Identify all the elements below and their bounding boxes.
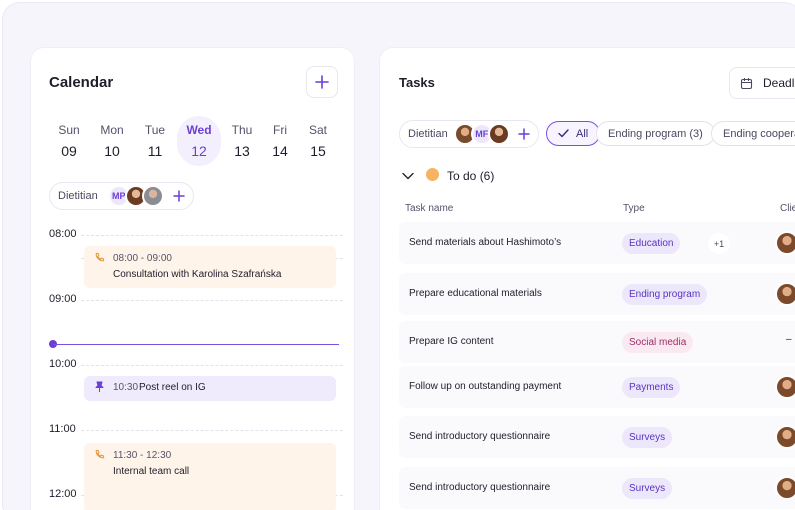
- event-post-reel[interactable]: 10:30 Post reel on IG: [84, 376, 336, 401]
- filter-pill-ending-cooperation[interactable]: Ending cooperat: [711, 121, 795, 146]
- table-row[interactable]: Send materials about Hashimoto’s Educati…: [399, 222, 795, 264]
- phone-icon: [94, 252, 105, 266]
- filter-pill-ending-program[interactable]: Ending program (3): [596, 121, 715, 146]
- day-name: Sun: [58, 123, 80, 137]
- tasks-title: Tasks: [399, 75, 435, 90]
- type-badge: Surveys: [622, 427, 673, 448]
- event-time: 11:30 - 12:30: [113, 450, 172, 461]
- calendar-card: Calendar Sun 09 Mon 10 Tue 11 Wed 12 Thu 13 F…: [30, 47, 355, 510]
- type-badge: Ending program: [622, 284, 708, 305]
- day-date: 14: [272, 143, 288, 159]
- check-icon: [558, 129, 569, 138]
- week-strip: Sun 09 Mon 10 Tue 11 Wed 12 Thu 13 Fri 14 Sat 1…: [43, 116, 343, 166]
- day-name: Thu: [231, 123, 253, 137]
- avatar: [775, 375, 795, 399]
- day-name: Mon: [100, 123, 124, 137]
- avatar: [141, 185, 164, 207]
- day-date: 11: [147, 143, 163, 159]
- day-name: Tue: [144, 123, 166, 137]
- more-types-badge[interactable]: +1: [708, 233, 730, 254]
- time-label: 12:00: [49, 488, 77, 500]
- deadline-sort-button[interactable]: Deadli: [729, 67, 795, 99]
- tasks-dietitian-filter[interactable]: Dietitian MF: [399, 120, 539, 148]
- day-sat[interactable]: Sat 15: [296, 120, 340, 166]
- type-badge: Social media: [622, 332, 694, 353]
- task-name: Send materials about Hashimoto’s: [409, 237, 562, 248]
- filter-pill-all[interactable]: All: [546, 121, 601, 146]
- chevron-down-icon: [402, 172, 414, 180]
- calendar-icon: [740, 77, 753, 89]
- day-date: 09: [61, 143, 77, 159]
- day-name: Fri: [273, 123, 287, 137]
- table-row[interactable]: Send introductory questionnaire Surveys: [399, 416, 795, 458]
- time-label: 08:00: [49, 228, 77, 240]
- table-row[interactable]: Prepare IG content Social media –: [399, 321, 795, 363]
- day-tue[interactable]: Tue 11: [133, 120, 177, 166]
- task-name: Prepare educational materials: [409, 288, 542, 299]
- table-row[interactable]: Follow up on outstanding payment Payment…: [399, 366, 795, 408]
- task-name: Send introductory questionnaire: [409, 431, 551, 442]
- event-time: 10:30: [113, 382, 139, 393]
- plus-icon[interactable]: [518, 128, 530, 140]
- event-title: Internal team call: [113, 466, 190, 477]
- event-title: Consultation with Karolina Szafrańska: [113, 269, 282, 280]
- column-header-type[interactable]: Type: [623, 203, 645, 214]
- plus-icon: [315, 75, 329, 89]
- hour-divider: [81, 365, 343, 366]
- day-mon[interactable]: Mon 10: [90, 120, 134, 166]
- event-consultation[interactable]: 08:00 - 09:00 Consultation with Karolina…: [84, 246, 336, 288]
- deadline-label: Deadli: [763, 76, 795, 90]
- task-name: Send introductory questionnaire: [409, 482, 551, 493]
- event-team-call[interactable]: 11:30 - 12:30 Internal team call: [84, 443, 336, 510]
- table-row[interactable]: Send introductory questionnaire Surveys: [399, 467, 795, 509]
- table-row[interactable]: Prepare educational materials Ending pro…: [399, 273, 795, 315]
- day-sun[interactable]: Sun 09: [47, 120, 91, 166]
- hour-divider: [81, 235, 343, 236]
- event-time: 08:00 - 09:00: [113, 253, 172, 264]
- day-name: Sat: [308, 123, 327, 137]
- type-badge: Education: [622, 233, 681, 254]
- day-fri[interactable]: Fri 14: [258, 120, 302, 166]
- current-time-line: [53, 344, 339, 345]
- filter-pill-label: All: [576, 127, 589, 140]
- column-header-client[interactable]: Clie: [780, 203, 795, 214]
- filter-pill-label: Ending cooperat: [723, 127, 795, 140]
- avatar: [775, 476, 795, 500]
- column-header-task-name[interactable]: Task name: [405, 203, 454, 214]
- add-event-button[interactable]: [306, 66, 338, 98]
- day-name: Wed: [186, 123, 212, 137]
- task-name: Prepare IG content: [409, 336, 494, 347]
- dietitian-filter[interactable]: Dietitian MP: [49, 182, 194, 210]
- status-dot: [426, 168, 439, 181]
- plus-icon[interactable]: [173, 190, 185, 202]
- type-badge: Surveys: [622, 478, 673, 499]
- avatar: [775, 231, 795, 255]
- calendar-title: Calendar: [49, 74, 114, 91]
- day-date: 15: [310, 143, 326, 159]
- day-wed-selected[interactable]: Wed 12: [177, 116, 221, 166]
- type-badge: Payments: [622, 377, 681, 398]
- phone-icon: [94, 449, 105, 463]
- pin-icon: [94, 381, 105, 396]
- day-thu[interactable]: Thu 13: [220, 120, 264, 166]
- dietitian-filter-label: Dietitian: [58, 190, 98, 202]
- dietitian-filter-label: Dietitian: [408, 128, 448, 140]
- event-title: Post reel on IG: [139, 382, 206, 393]
- filter-pill-label: Ending program (3): [608, 127, 703, 140]
- client-empty: –: [786, 334, 792, 345]
- time-label: 10:00: [49, 358, 77, 370]
- time-label: 11:00: [49, 423, 76, 435]
- avatar: [775, 425, 795, 449]
- day-date: 13: [234, 143, 250, 159]
- hour-divider: [81, 300, 343, 301]
- day-date: 12: [191, 143, 207, 159]
- task-name: Follow up on outstanding payment: [409, 381, 562, 392]
- time-label: 09:00: [49, 293, 77, 305]
- group-label: To do (6): [447, 169, 495, 183]
- day-date: 10: [104, 143, 120, 159]
- tasks-card: Tasks Deadli Dietitian MF All Ending pro…: [379, 47, 795, 510]
- avatar: [487, 123, 510, 145]
- avatar: [775, 282, 795, 306]
- hour-divider: [81, 430, 343, 431]
